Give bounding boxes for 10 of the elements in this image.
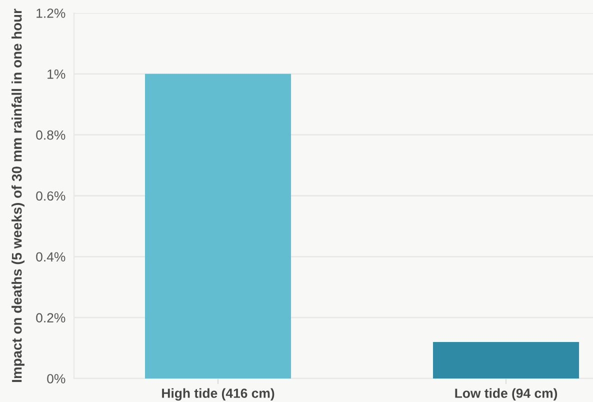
y-axis-title: Impact on deaths (5 weeks) of 30 mm rainfall in one hour xyxy=(12,8,24,382)
y-tick-label: 1% xyxy=(48,70,66,79)
y-tick-label: 0% xyxy=(47,374,66,384)
y-tick-label: 0.4% xyxy=(36,252,66,262)
y-tick-label: 0.6% xyxy=(36,191,66,201)
y-tick-label: 0.8% xyxy=(36,130,66,140)
y-tick-label: 1.2% xyxy=(36,8,66,18)
y-tick-label: 0.2% xyxy=(36,313,66,322)
x-tick-label: Low tide (94 cm) xyxy=(455,388,558,401)
x-tick-label: High tide (416 cm) xyxy=(162,388,274,401)
